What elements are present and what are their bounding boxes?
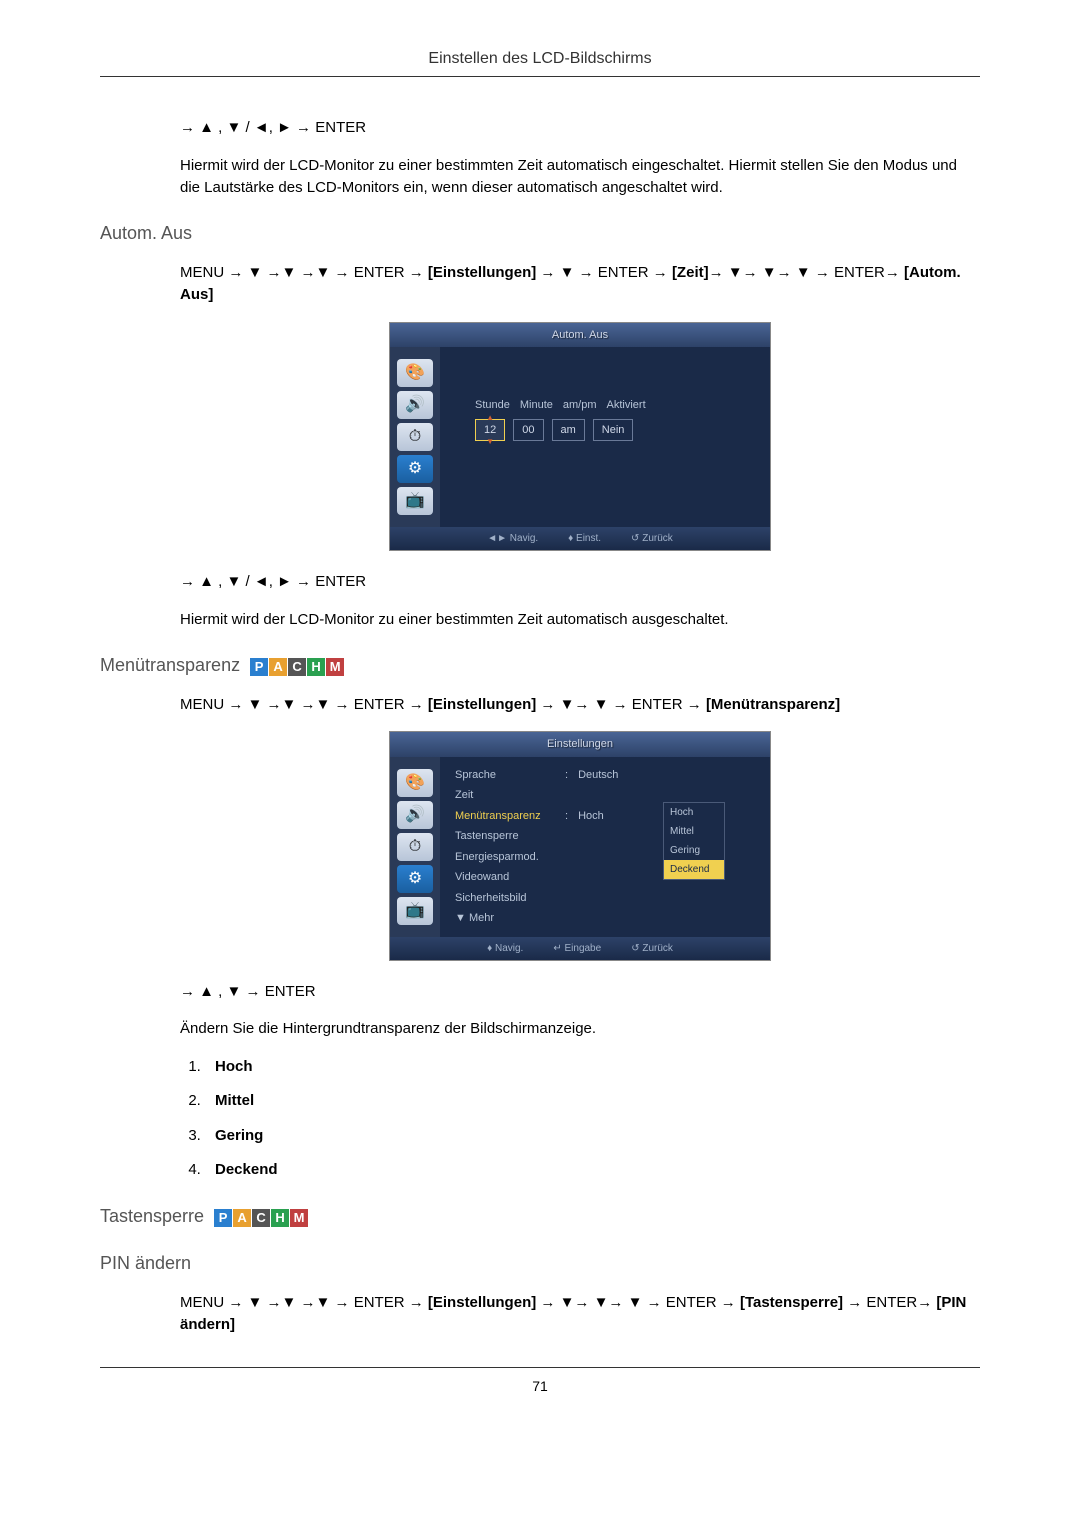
arrow-up-icon: ▲: [486, 412, 494, 424]
badge-a-icon: A: [269, 658, 287, 676]
screenshot-sidebar: 🎨 🔊 ⏱ ⚙ 📺: [390, 347, 440, 527]
paragraph: Hiermit wird der LCD-Monitor zu einer be…: [180, 155, 980, 200]
sidebar-icon-sound: 🔊: [397, 391, 433, 419]
page-header: Einstellen des LCD-Bildschirms: [100, 50, 980, 77]
screenshot-menutransparenz: Einstellungen 🎨 🔊 ⏱ ⚙ 📺 Sprache:Deutsch …: [389, 731, 771, 961]
dropdown-item: Mittel: [664, 822, 724, 841]
sidebar-icon-multi: 📺: [397, 897, 433, 925]
box-hour: ▲ 12 ▼: [475, 419, 505, 442]
badge-m-icon: M: [326, 658, 344, 676]
dropdown-menu: Hoch Mittel Gering Deckend: [663, 802, 725, 880]
sidebar-icon-settings: ⚙: [397, 455, 433, 483]
sidebar-icon-clock: ⏱: [397, 833, 433, 861]
options-list: Hoch Mittel Gering Deckend: [180, 1056, 980, 1182]
dropdown-item-selected: Deckend: [664, 860, 724, 879]
paragraph: Hiermit wird der LCD-Monitor zu einer be…: [180, 609, 980, 632]
badge-p-icon: P: [214, 1209, 232, 1227]
footer-einst: ♦ Einst.: [568, 531, 601, 546]
page-number: 71: [100, 1367, 980, 1394]
nav-text: → ▼→ ▼→ ▼ → ENTER→: [709, 264, 904, 281]
nav-text: → ▼ → ENTER →: [536, 264, 672, 281]
nav-text: MENU → ▼ →▼ →▼ → ENTER →: [180, 1294, 428, 1311]
nav-text: MENU → ▼ →▼ →▼ → ENTER →: [180, 264, 428, 281]
sidebar-icon-picture: 🎨: [397, 769, 433, 797]
nav-bold: [Einstellungen]: [428, 696, 536, 713]
badge-h-icon: H: [307, 658, 325, 676]
nav-instruction: → ▲ , ▼ → ENTER: [180, 981, 980, 1004]
nav-text: MENU → ▼ →▼ →▼ → ENTER →: [180, 696, 428, 713]
screenshot-sidebar: 🎨 🔊 ⏱ ⚙ 📺: [390, 757, 440, 937]
sidebar-icon-sound: 🔊: [397, 801, 433, 829]
list-item: Deckend: [205, 1159, 980, 1182]
box-ampm: am: [552, 419, 585, 442]
badge-p-icon: P: [250, 658, 268, 676]
time-boxes-row: ▲ 12 ▼ 00 am Nein: [455, 419, 755, 442]
nav-bold: [Zeit]: [672, 264, 709, 281]
badge-h-icon: H: [271, 1209, 289, 1227]
badge-c-icon: C: [252, 1209, 270, 1227]
list-item: Gering: [205, 1125, 980, 1148]
screenshot-body: 🎨 🔊 ⏱ ⚙ 📺 Sprache:Deutsch Zeit Menütrans…: [390, 757, 770, 937]
box-active: Nein: [593, 419, 634, 442]
mode-badges: PACHM: [250, 652, 345, 679]
nav-bold: [Einstellungen]: [428, 1294, 536, 1311]
document-page: Einstellen des LCD-Bildschirms → ▲ , ▼ /…: [0, 0, 1080, 1424]
nav-bold: [Menütransparenz]: [706, 696, 840, 713]
menu-path: MENU → ▼ →▼ →▼ → ENTER → [Einstellungen]…: [180, 262, 980, 307]
nav-text: → ▼→ ▼→ ▼ → ENTER →: [536, 1294, 740, 1311]
section-menutransparenz: Menütransparenz PACHM: [100, 651, 980, 679]
footer-navig: ◄► Navig.: [487, 531, 538, 546]
page-content: → ▲ , ▼ / ◄, ► → ENTER Hiermit wird der …: [100, 117, 980, 1337]
nav-bold: [Einstellungen]: [428, 264, 536, 281]
section-pin-aendern: PIN ändern: [100, 1250, 980, 1277]
arrow-down-icon: ▼: [486, 436, 494, 448]
menu-row: Sicherheitsbild: [455, 890, 755, 907]
mode-badges: PACHM: [214, 1203, 309, 1230]
screenshot-autom-aus: Autom. Aus 🎨 🔊 ⏱ ⚙ 📺 Stunde Minute am/pm…: [389, 322, 771, 552]
sidebar-icon-settings: ⚙: [397, 865, 433, 893]
nav-text: → ▼→ ▼ → ENTER →: [536, 696, 706, 713]
label-minute: Minute: [520, 397, 553, 414]
footer-back: ↺ Zurück: [631, 941, 673, 956]
paragraph: Ändern Sie die Hintergrundtransparenz de…: [180, 1018, 980, 1041]
screenshot-title: Autom. Aus: [390, 323, 770, 348]
screenshot-footer: ♦ Navig. ↵ Eingabe ↺ Zurück: [390, 937, 770, 960]
dropdown-item: Hoch: [664, 803, 724, 822]
menu-row: ▼ Mehr: [455, 910, 755, 927]
list-item: Mittel: [205, 1090, 980, 1113]
badge-a-icon: A: [233, 1209, 251, 1227]
label-active: Aktiviert: [607, 397, 646, 414]
label-ampm: am/pm: [563, 397, 597, 414]
badge-m-icon: M: [290, 1209, 308, 1227]
sidebar-icon-clock: ⏱: [397, 423, 433, 451]
footer-back: ↺ Zurück: [631, 531, 673, 546]
footer-enter: ↵ Eingabe: [553, 941, 601, 956]
menu-row: Sprache:Deutsch: [455, 767, 755, 784]
screenshot-body: 🎨 🔊 ⏱ ⚙ 📺 Stunde Minute am/pm Aktiviert: [390, 347, 770, 527]
nav-instruction: → ▲ , ▼ / ◄, ► → ENTER: [180, 571, 980, 594]
screenshot-footer: ◄► Navig. ♦ Einst. ↺ Zurück: [390, 527, 770, 550]
section-tastensperre: Tastensperre PACHM: [100, 1202, 980, 1230]
section-autom-aus: Autom. Aus: [100, 220, 980, 247]
time-labels-row: Stunde Minute am/pm Aktiviert: [455, 397, 755, 414]
nav-text: → ENTER→: [843, 1294, 936, 1311]
footer-navig: ♦ Navig.: [487, 941, 523, 956]
screenshot-title: Einstellungen: [390, 732, 770, 757]
sidebar-icon-picture: 🎨: [397, 359, 433, 387]
menu-path: MENU → ▼ →▼ →▼ → ENTER → [Einstellungen]…: [180, 694, 980, 717]
badge-c-icon: C: [288, 658, 306, 676]
nav-bold: [Tastensperre]: [740, 1294, 843, 1311]
box-minute: 00: [513, 419, 543, 442]
dropdown-item: Gering: [664, 841, 724, 860]
nav-instruction: → ▲ , ▼ / ◄, ► → ENTER: [180, 117, 980, 140]
menu-path: MENU → ▼ →▼ →▼ → ENTER → [Einstellungen]…: [180, 1292, 980, 1337]
section-title-text: Menütransparenz: [100, 652, 240, 679]
screenshot-main: Stunde Minute am/pm Aktiviert ▲ 12 ▼ 00 …: [440, 347, 770, 527]
sidebar-icon-multi: 📺: [397, 487, 433, 515]
section-title-text: Tastensperre: [100, 1203, 204, 1230]
list-item: Hoch: [205, 1056, 980, 1079]
